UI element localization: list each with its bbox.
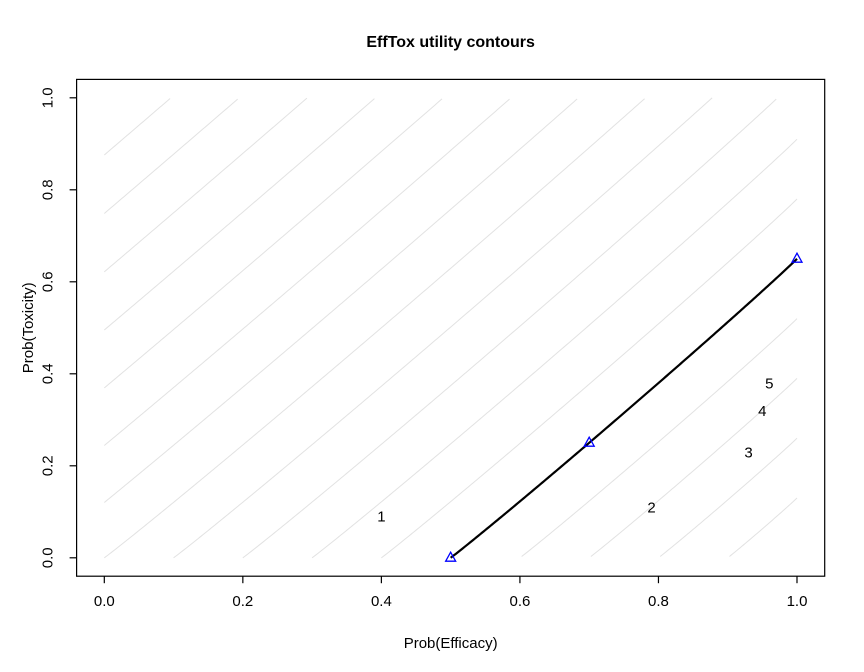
x-axis: 0.0 0.2 0.4 0.6 0.8 1.0	[94, 576, 808, 610]
x-tick-label: 0.8	[648, 593, 669, 610]
y-tick-label: 0.8	[40, 179, 57, 200]
hinge-triangle-marker	[444, 550, 457, 562]
y-tick-label: 0.6	[40, 271, 57, 292]
dose-label-5: 5	[765, 375, 773, 392]
x-axis-label: Prob(Efficacy)	[404, 635, 498, 652]
dose-label-4: 4	[758, 403, 766, 420]
y-tick-label: 0.2	[40, 455, 57, 476]
dose-labels: 1 2 3 4 5	[377, 375, 773, 525]
neutral-contour	[449, 258, 798, 559]
hinge-triangle-marker	[790, 251, 804, 263]
plot-title: EffTox utility contours	[366, 34, 535, 51]
hinge-triangle-marker	[583, 435, 596, 447]
x-tick-label: 0.2	[232, 593, 253, 610]
plot-box	[75, 78, 826, 577]
dose-label-2: 2	[647, 499, 655, 516]
y-tick-label: 0.4	[40, 363, 57, 384]
x-tick-label: 0.0	[94, 593, 115, 610]
y-axis: 0.0 0.2 0.4 0.6 0.8 1.0	[40, 87, 77, 568]
hinge-markers	[444, 251, 804, 562]
y-tick-label: 1.0	[40, 87, 57, 108]
y-axis-label: Prob(Toxicity)	[20, 282, 37, 373]
x-tick-label: 0.6	[509, 593, 530, 610]
y-tick-label: 0.0	[40, 547, 57, 568]
contour-lines	[103, 97, 798, 559]
x-tick-label: 0.4	[371, 593, 392, 610]
dose-label-1: 1	[377, 509, 385, 526]
dose-label-3: 3	[744, 444, 752, 461]
x-tick-label: 1.0	[787, 593, 808, 610]
